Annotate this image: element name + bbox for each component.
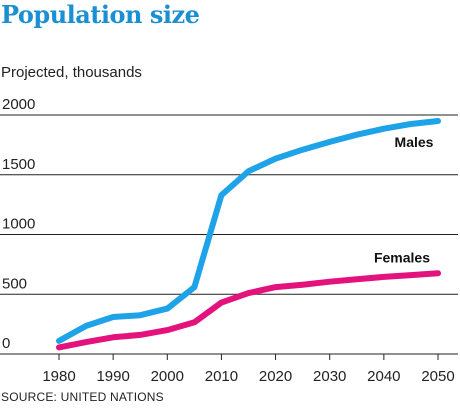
y-tick-label: 1000 <box>2 216 35 233</box>
x-tick-label: 1990 <box>96 368 129 385</box>
x-tick-label: 2050 <box>421 368 454 385</box>
x-axis-ticks: 1980 1990 2000 2010 2020 2030 2040 2050 <box>42 354 455 385</box>
chart-subtitle: Projected, thousands <box>1 64 142 81</box>
chart-title: Population size <box>1 0 200 29</box>
series-label-females: Females <box>374 249 430 265</box>
series-line-males <box>56 118 441 344</box>
y-tick-label: 0 <box>2 335 10 352</box>
x-tick-label: 2040 <box>367 368 400 385</box>
series-lines <box>56 118 441 351</box>
x-tick-label: 2010 <box>205 368 238 385</box>
y-tick-label: 500 <box>2 275 27 292</box>
y-tick-label: 2000 <box>2 96 35 113</box>
y-axis-ticks: 0 500 1000 1500 2000 <box>2 96 35 352</box>
series-labels: Males Females <box>374 134 434 265</box>
source-note: SOURCE: UNITED NATIONS <box>1 390 164 404</box>
series-line-females <box>56 270 441 351</box>
x-tick-label: 2030 <box>313 368 346 385</box>
y-tick-label: 1500 <box>2 156 35 173</box>
x-tick-label: 2000 <box>151 368 184 385</box>
x-tick-label: 1980 <box>42 368 75 385</box>
series-label-males: Males <box>395 134 434 150</box>
x-tick-label: 2020 <box>259 368 292 385</box>
gridlines <box>0 114 458 355</box>
